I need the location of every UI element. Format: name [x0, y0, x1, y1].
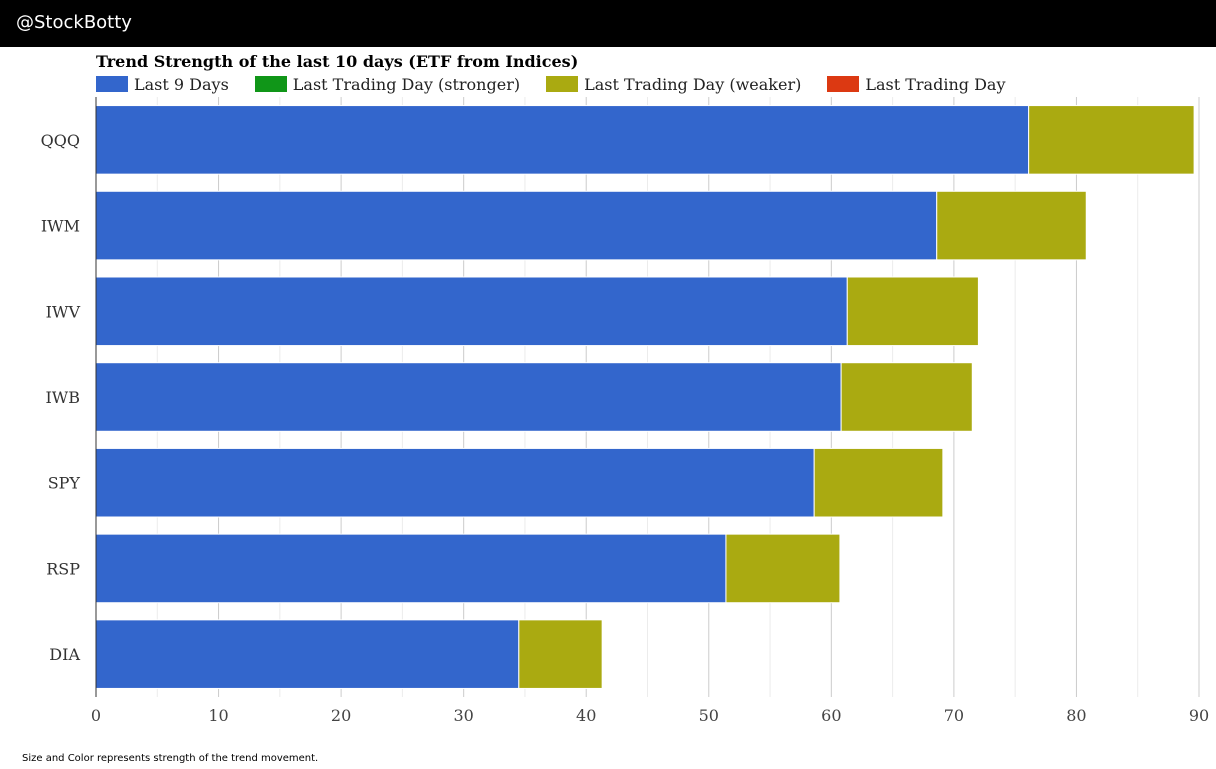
x-tick-label: 10 — [208, 706, 228, 725]
bar-iwm-last-9-days — [95, 190, 938, 261]
y-tick-label: IWB — [45, 388, 80, 407]
bar-dia-last-9-days — [95, 619, 520, 689]
legend-swatch — [827, 76, 860, 92]
legend-swatch — [254, 76, 287, 92]
bar-iwm-last-trading-day-weaker- — [936, 190, 1087, 261]
bar-spy-last-9-days — [95, 447, 815, 518]
y-tick-label: SPY — [48, 474, 81, 493]
x-tick-label: 80 — [1066, 706, 1086, 725]
legend-item-weaker: Last Trading Day (weaker) — [546, 75, 801, 94]
bar-dia-last-trading-day-weaker- — [518, 619, 603, 689]
y-tick-label: IWM — [41, 217, 80, 236]
bar-qqq-last-trading-day-weaker- — [1028, 105, 1195, 175]
x-tick-label: 40 — [576, 706, 596, 725]
x-tick-label: 0 — [91, 706, 101, 725]
legend-item-stronger: Last Trading Day (stronger) — [254, 74, 521, 94]
chart-legend: Last 9 Days Last Trading Day (stronger) … — [96, 74, 1031, 94]
legend-swatch — [96, 76, 128, 92]
bar-iwb-last-9-days — [95, 362, 842, 432]
x-tick-label: 60 — [821, 706, 841, 725]
x-tick-label: 30 — [453, 706, 473, 725]
legend-item-last-9-days: Last 9 Days — [96, 75, 229, 94]
x-tick-label: 50 — [699, 706, 719, 725]
bar-qqq-last-9-days — [95, 105, 1030, 175]
y-tick-label: DIA — [49, 645, 80, 664]
account-handle: @StockBotty — [16, 12, 132, 33]
y-tick-label: QQQ — [41, 131, 80, 150]
x-tick-label: 90 — [1189, 706, 1209, 725]
bar-rsp-last-9-days — [95, 533, 727, 604]
legend-label: Last 9 Days — [134, 74, 229, 94]
bar-spy-last-trading-day-weaker- — [813, 447, 944, 518]
legend-item-last-trading-day: Last Trading Day — [827, 75, 1005, 94]
legend-label: Last Trading Day (weaker) — [584, 74, 802, 94]
bar-iwv-last-trading-day-weaker- — [846, 276, 979, 347]
header-bar: @StockBotty — [0, 0, 1216, 47]
bar-rsp-last-trading-day-weaker- — [725, 533, 841, 604]
y-tick-label: RSP — [46, 559, 80, 578]
x-tick-label: 20 — [331, 706, 351, 725]
legend-swatch — [546, 76, 579, 92]
legend-label: Last Trading Day — [865, 74, 1006, 94]
footnote: Size and Color represents strength of th… — [22, 753, 319, 764]
bar-iwb-last-trading-day-weaker- — [840, 362, 973, 432]
bar-iwv-last-9-days — [95, 276, 848, 347]
legend-label: Last Trading Day (stronger) — [292, 74, 521, 94]
y-tick-label: IWV — [46, 302, 81, 321]
x-tick-label: 70 — [944, 706, 964, 725]
chart-title: Trend Strength of the last 10 days (ETF … — [96, 52, 579, 71]
